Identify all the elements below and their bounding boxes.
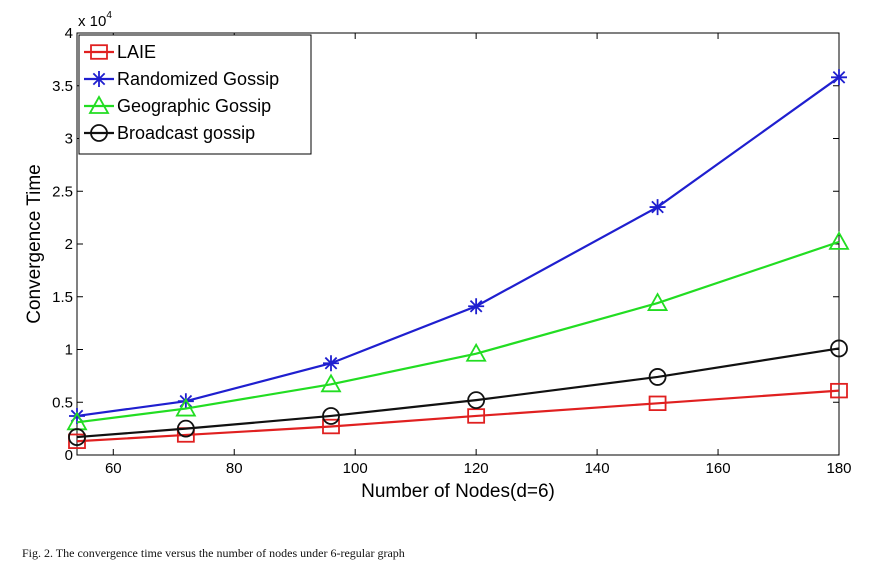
series-line	[76, 76, 840, 418]
y-tick-label: 1.5	[52, 289, 73, 306]
legend-box	[78, 34, 312, 155]
data-point	[69, 407, 85, 424]
series-line	[76, 240, 840, 424]
data-point	[68, 428, 86, 446]
y-tick-label: 3.5	[52, 78, 73, 95]
data-point	[465, 342, 487, 362]
data-point	[830, 339, 848, 358]
series-laie	[68, 382, 848, 449]
y-tick-label: 0.5	[52, 394, 73, 411]
data-point	[323, 355, 339, 372]
series-line	[76, 347, 840, 439]
data-point	[647, 292, 669, 311]
y-tick-label: 4	[65, 25, 73, 42]
legend-marker	[91, 71, 107, 87]
series-geographic-gossip	[66, 231, 850, 431]
data-point	[175, 397, 197, 417]
legend-label: Randomized Gossip	[117, 69, 279, 89]
x-tick-label: 120	[464, 460, 489, 477]
data-point	[467, 408, 486, 424]
data-point	[830, 382, 848, 399]
y-axis-ticks: 0 0.5 1 1.5 2 2.5 3 3.5 4	[52, 25, 839, 464]
y-tick-label: 2.5	[52, 183, 73, 200]
data-point	[648, 368, 667, 386]
legend-marker	[90, 44, 108, 60]
y-tick-label: 3	[65, 131, 73, 148]
data-point	[648, 395, 667, 412]
figure-caption: Fig. 2. The convergence time versus the …	[22, 546, 405, 560]
y-tick-label: 0	[65, 447, 73, 464]
legend-marker	[88, 95, 110, 114]
x-tick-label: 60	[105, 460, 122, 477]
y-tick-label: 2	[65, 236, 73, 253]
x-axis-ticks: 60 80 100 120 140 160 180	[105, 33, 852, 477]
legend-marker	[90, 124, 108, 142]
x-tick-label: 160	[706, 460, 731, 477]
series-line	[76, 389, 840, 443]
data-point	[176, 419, 195, 438]
legend-label: Geographic Gossip	[117, 96, 271, 116]
x-tick-label: 80	[226, 460, 243, 477]
x-tick-label: 140	[585, 460, 610, 477]
data-point	[828, 231, 850, 250]
y-axis-multiplier: x 104	[78, 10, 112, 30]
y-axis-title: Convergence Time	[24, 164, 45, 323]
y-tick-label: 1	[65, 342, 73, 359]
legend-entry: Randomized Gossip	[84, 69, 279, 89]
series-layer	[66, 69, 850, 449]
data-point	[831, 69, 847, 86]
x-axis-title: Number of Nodes(d=6)	[361, 481, 555, 502]
data-point	[322, 418, 340, 435]
data-point	[649, 199, 666, 216]
data-point	[322, 407, 340, 425]
x-tick-label: 180	[826, 460, 851, 477]
legend-entry: Broadcast gossip	[84, 123, 255, 143]
legend-entry: Geographic Gossip	[84, 95, 271, 116]
data-point	[68, 433, 86, 449]
legend-entry: LAIE	[84, 42, 156, 62]
chart: 60 80 100 120 140 160 180 0 0.5 1 1.5 2 2.5 3 3.5 4 x …	[24, 10, 852, 502]
data-point	[468, 298, 485, 315]
data-point	[320, 373, 342, 393]
legend-label: LAIE	[117, 42, 156, 62]
x-tick-label: 100	[343, 460, 368, 477]
legend-label: Broadcast gossip	[117, 123, 255, 143]
data-point	[467, 391, 486, 410]
series-broadcast-gossip	[68, 339, 848, 446]
legend: LAIE Randomized Gossip Geographic Gossip Br…	[78, 34, 312, 155]
